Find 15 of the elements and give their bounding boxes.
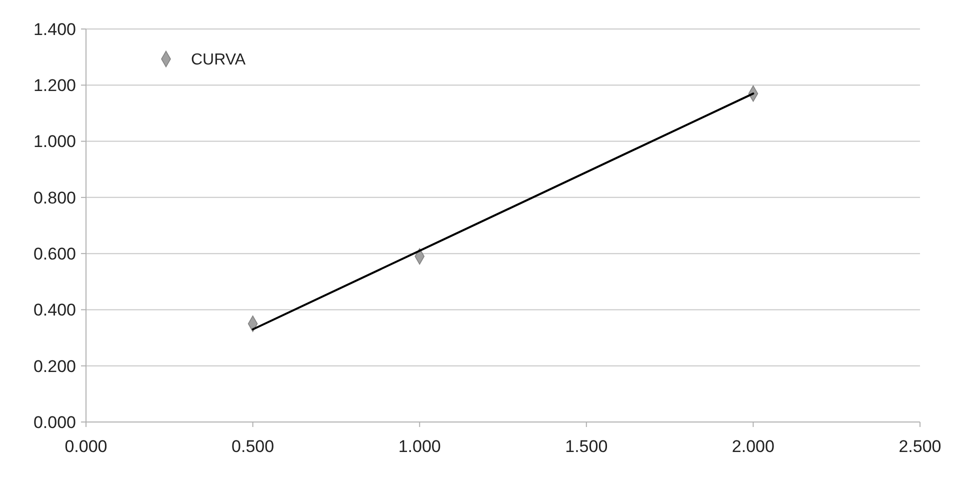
y-tick-label: 0.600 [33, 244, 76, 264]
x-tick-label: 2.500 [898, 437, 942, 456]
y-tick-label: 0.800 [33, 188, 76, 208]
x-tick-label: 1.500 [565, 437, 608, 456]
x-tick-label: 1.000 [398, 437, 441, 456]
y-tick-label: 0.400 [33, 300, 76, 320]
legend-label: CURVA [191, 52, 246, 69]
x-tick-label: 0.500 [232, 437, 274, 456]
x-tick-label: 2.000 [732, 437, 774, 456]
y-tick-label: 1.200 [33, 76, 76, 96]
x-tick-label: 0.000 [64, 437, 108, 456]
y-tick-label: 0.000 [33, 412, 76, 432]
y-tick-label: 0.200 [33, 356, 76, 376]
y-tick-label: 1.400 [33, 20, 76, 39]
y-tick-label: 1.000 [33, 132, 76, 152]
